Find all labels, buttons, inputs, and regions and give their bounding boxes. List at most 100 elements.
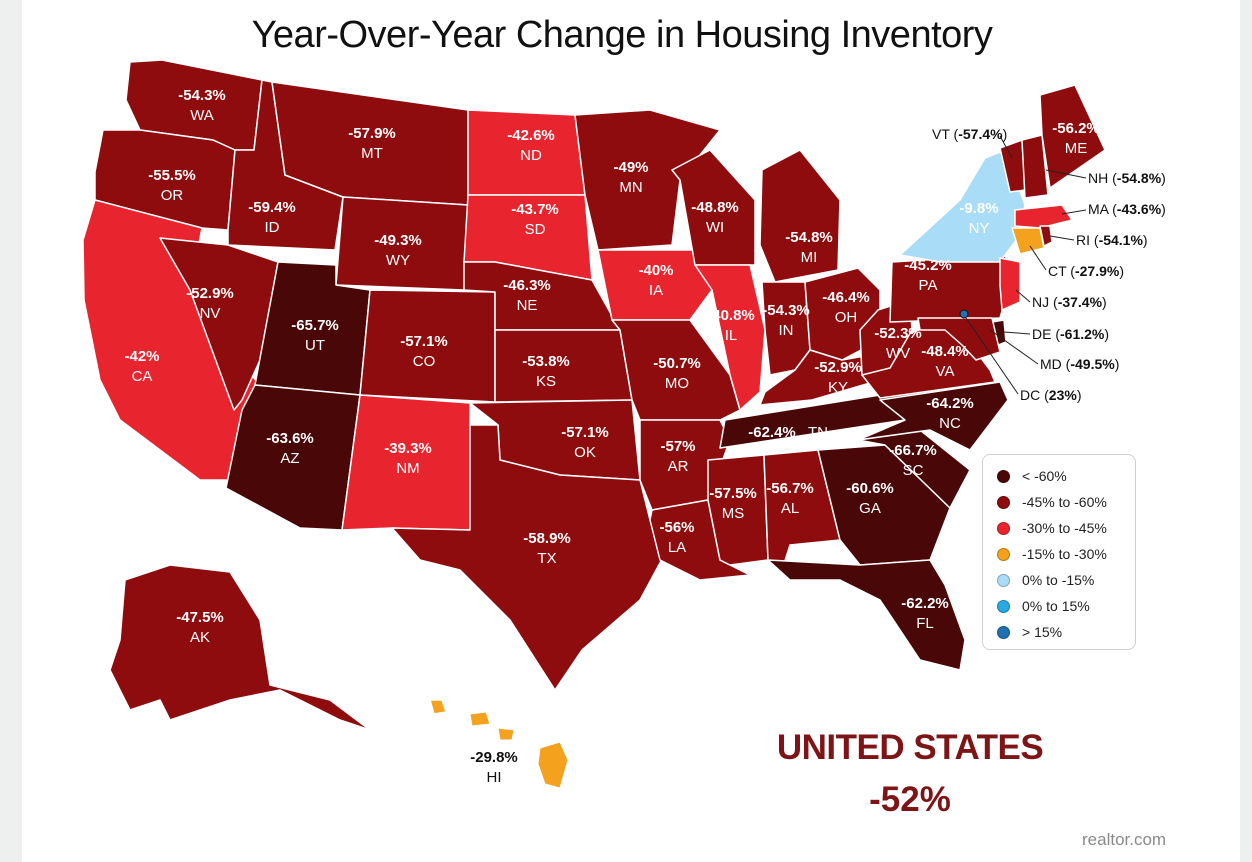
callout-de: DE (-61.2%) xyxy=(1032,326,1109,342)
state-me xyxy=(1039,84,1106,189)
leader-line-dc xyxy=(965,317,1019,395)
callout-abbr: MD xyxy=(1040,356,1062,372)
state-md xyxy=(917,317,1001,361)
state-nv xyxy=(159,237,279,411)
leader-line-de xyxy=(1003,331,1031,335)
state-value-ok: -57.1% xyxy=(561,424,609,441)
callout-paren: ( xyxy=(1108,201,1117,217)
state-abbr-wi: WI xyxy=(706,219,724,236)
state-abbr-al: AL xyxy=(781,500,799,517)
callout-value: -57.4% xyxy=(958,126,1003,142)
callout-abbr: NH xyxy=(1088,170,1108,186)
legend-swatch xyxy=(997,469,1010,483)
state-value-ne: -46.3% xyxy=(503,277,551,294)
state-value-wi: -48.8% xyxy=(691,199,739,216)
state-value-ca: -42% xyxy=(124,348,159,365)
callout-ct: CT (-27.9%) xyxy=(1048,263,1124,279)
state-abbr-tx: TX xyxy=(537,550,556,567)
callout-paren: ( xyxy=(950,126,959,142)
callout-paren: ( xyxy=(1051,326,1060,342)
state-abbr-or: OR xyxy=(161,187,184,204)
state-ma xyxy=(1014,204,1073,229)
legend-label: -45% to -60% xyxy=(1022,494,1107,510)
state-abbr-mo: MO xyxy=(665,375,689,392)
state-ct xyxy=(1011,227,1045,255)
callout-paren: ) xyxy=(1104,326,1109,342)
state-value-oh: -46.4% xyxy=(822,289,870,306)
callout-paren: ) xyxy=(1119,263,1124,279)
national-name: UNITED STATES xyxy=(776,728,1044,767)
state-value-ky: -52.9% xyxy=(814,359,862,376)
state-value-al: -56.7% xyxy=(766,480,814,497)
state-abbr-va: VA xyxy=(936,363,955,380)
state-value-wy: -49.3% xyxy=(374,232,422,249)
state-abbr-nm: NM xyxy=(396,460,419,477)
legend-swatch xyxy=(997,625,1010,639)
leader-line-ri xyxy=(1049,235,1075,241)
state-abbr-la: LA xyxy=(668,539,686,556)
state-abbr-ca: CA xyxy=(132,368,153,385)
callout-paren: ) xyxy=(1161,170,1166,186)
state-abbr-ks: KS xyxy=(536,373,556,390)
state-value-fl: -62.2% xyxy=(901,595,949,612)
national-value: -52% xyxy=(869,780,951,819)
callout-paren: ) xyxy=(1077,387,1082,403)
state-value-hi: -29.8% xyxy=(470,749,518,766)
state-value-in: -54.3% xyxy=(762,302,810,319)
state-value-sd: -43.7% xyxy=(511,201,559,218)
legend-label: > 15% xyxy=(1022,624,1063,640)
callout-paren: ) xyxy=(1143,232,1148,248)
state-value-az: -63.6% xyxy=(266,430,314,447)
state-abbr-nd: ND xyxy=(520,147,542,164)
state-mi xyxy=(759,149,841,283)
leader-line-nh xyxy=(1045,169,1087,179)
legend-label: < -60% xyxy=(1022,468,1067,484)
callout-value: -43.6% xyxy=(1117,201,1162,217)
callout-value: -54.1% xyxy=(1099,232,1144,248)
state-abbr-ok: OK xyxy=(574,444,596,461)
state-abbr-ia: IA xyxy=(649,282,663,299)
dc-marker xyxy=(959,309,969,319)
legend-swatch xyxy=(997,495,1010,509)
callout-paren: ) xyxy=(1161,201,1166,217)
state-abbr-ut: UT xyxy=(305,337,325,354)
callout-md: MD (-49.5%) xyxy=(1040,356,1119,372)
leader-line-ma xyxy=(1061,209,1087,215)
callout-abbr: VT xyxy=(932,126,950,142)
callout-abbr: MA xyxy=(1088,201,1110,217)
callout-value: -54.8% xyxy=(1117,170,1162,186)
callout-paren: ( xyxy=(1040,387,1049,403)
state-abbr-oh: OH xyxy=(835,309,858,326)
state-value-nc: -64.2% xyxy=(926,395,974,412)
state-value-pa: -45.2% xyxy=(904,257,952,274)
map-title: Year-Over-Year Change in Housing Invento… xyxy=(251,14,993,56)
state-value-ms: -57.5% xyxy=(709,485,757,502)
callout-value: 23% xyxy=(1049,387,1078,403)
callout-abbr: CT xyxy=(1048,263,1067,279)
state-value-nm: -39.3% xyxy=(384,440,432,457)
state-abbr-id: ID xyxy=(265,219,280,236)
callout-paren: ( xyxy=(1066,263,1075,279)
legend-swatch xyxy=(997,521,1010,535)
leader-line-md xyxy=(989,329,1039,365)
state-abbr-nv: NV xyxy=(200,305,221,322)
map-legend: < -60% -45% to -60% -30% to -45% -15% to… xyxy=(982,454,1136,650)
legend-item: < -60% xyxy=(997,466,1067,486)
state-abbr-ak: AK xyxy=(190,629,210,646)
state-abbr-wv: WV xyxy=(886,345,910,362)
state-abbr-fl: FL xyxy=(916,615,934,632)
callout-value: -49.5% xyxy=(1070,356,1115,372)
legend-item: 0% to 15% xyxy=(997,596,1090,616)
state-nj xyxy=(999,257,1021,311)
callout-nh: NH (-54.8%) xyxy=(1088,170,1166,186)
callout-ma: MA (-43.6%) xyxy=(1088,201,1166,217)
state-abbr-in: IN xyxy=(779,322,794,339)
state-abbr-pa: PA xyxy=(919,277,938,294)
state-value-tx: -58.9% xyxy=(523,530,571,547)
state-abbr-me: ME xyxy=(1065,140,1088,157)
state-nc xyxy=(857,381,1009,451)
state-fl xyxy=(767,559,966,671)
callout-abbr: DC xyxy=(1020,387,1040,403)
state-abbr-ne: NE xyxy=(517,297,538,314)
callout-paren: ( xyxy=(1062,356,1071,372)
